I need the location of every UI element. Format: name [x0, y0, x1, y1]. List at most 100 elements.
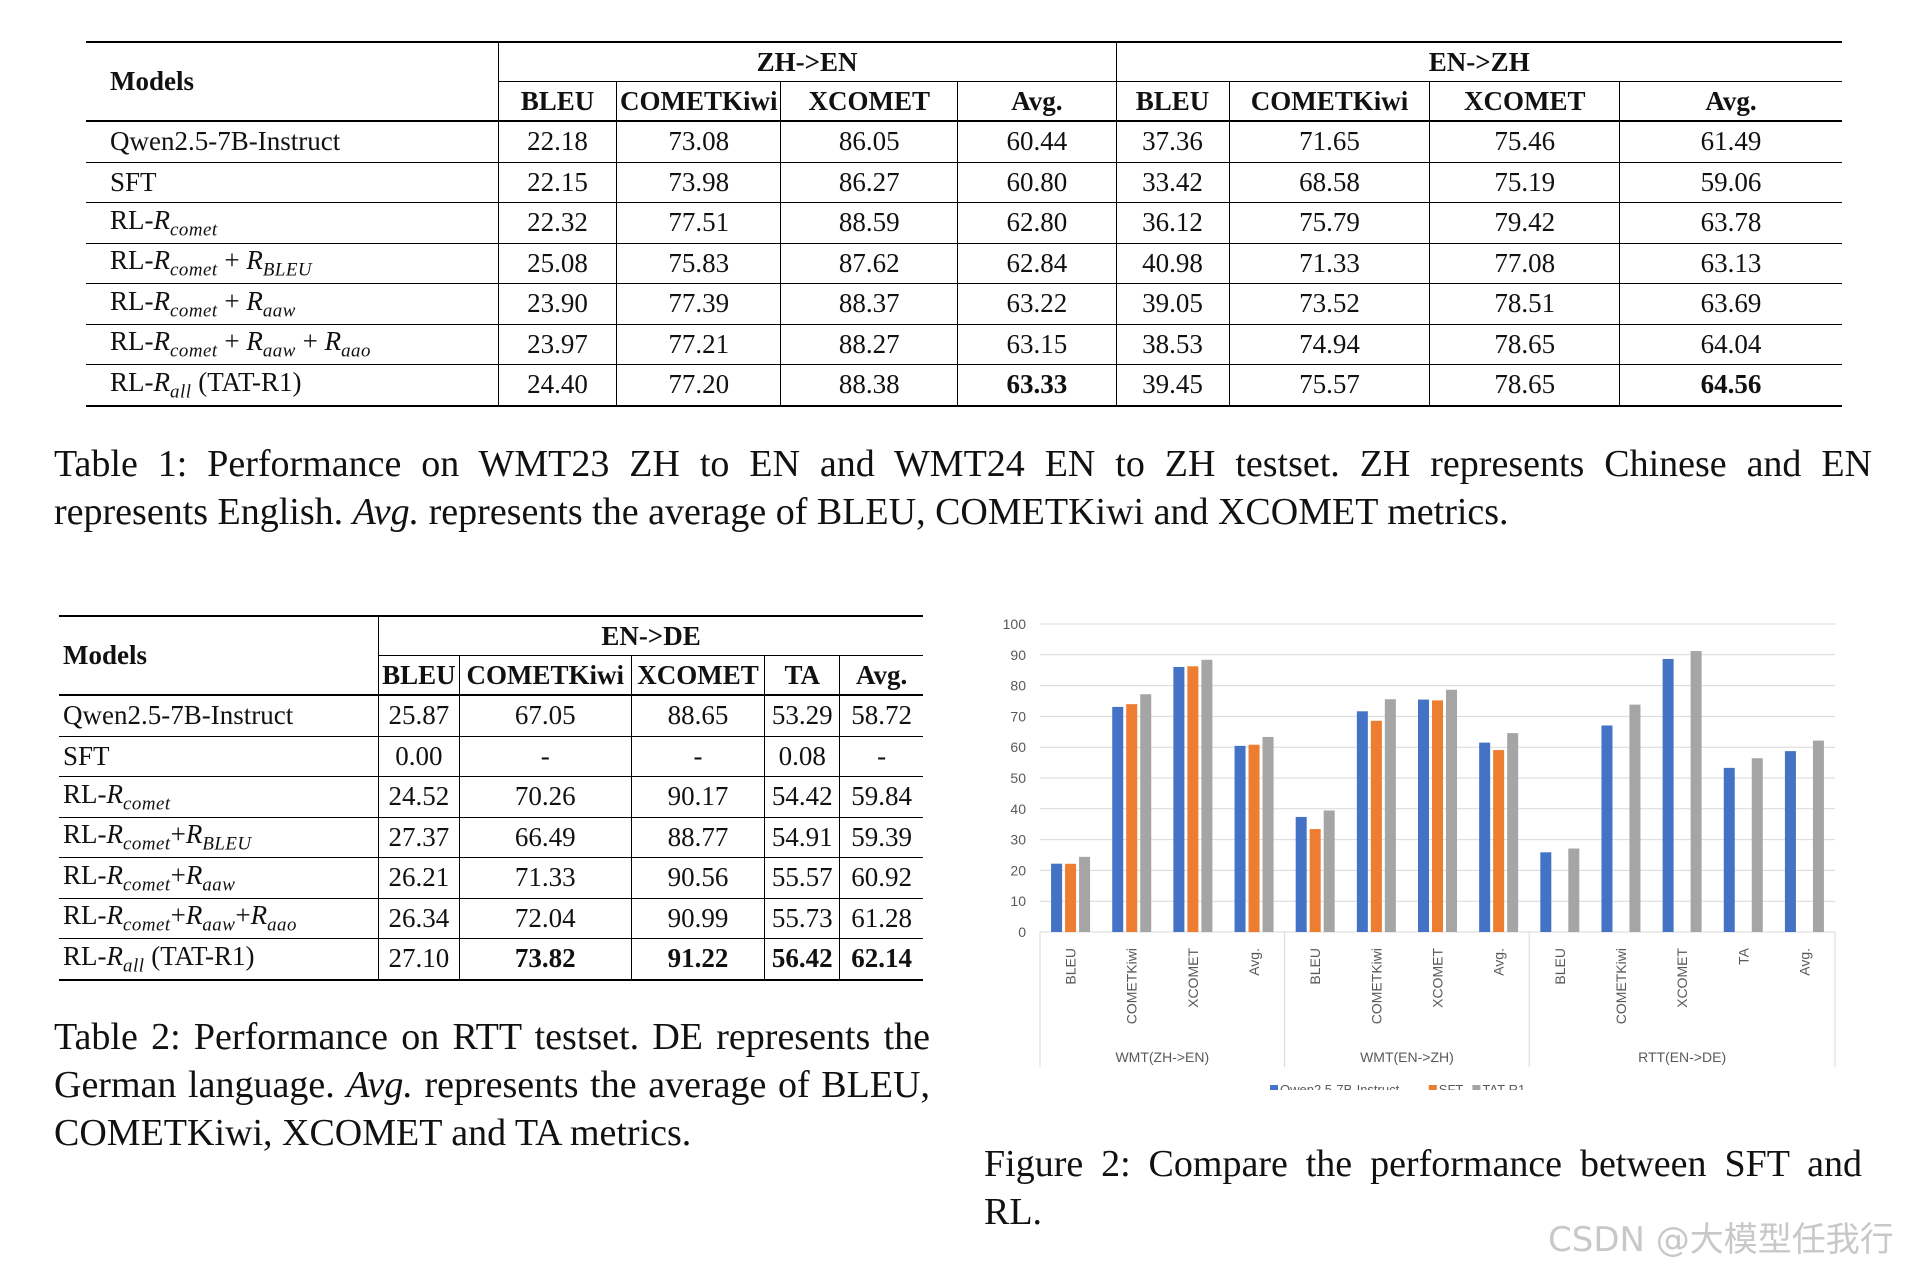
bar-tat-r1-5 — [1384, 699, 1396, 932]
model-name: RL-Rcomet — [86, 202, 499, 243]
metric-header: TA — [764, 655, 840, 695]
legend-label: TAT-R1 — [1482, 1082, 1525, 1090]
table-cell: 33.42 — [1115, 161, 1230, 203]
caption-text: represents the average of BLEU, COMETKiw… — [54, 1064, 931, 1154]
table-cell: 73.52 — [1228, 283, 1430, 324]
table-cell: 56.42 — [764, 938, 840, 981]
table-cell: 0.08 — [764, 735, 840, 777]
table-cell: 72.04 — [458, 897, 632, 939]
watermark: CSDN @大模型任我行 — [1548, 1220, 1894, 1260]
x-tick-label: TA — [1735, 947, 1751, 965]
bar-chart: 0 10 20 30 40 50 60 70 80 90 100 BLEU COMETKiwi XCOME… — [1003, 616, 1836, 1097]
table-cell: 24.40 — [497, 364, 617, 407]
caption-emphasis: Avg. — [346, 1064, 413, 1106]
bar-tat-r1-9 — [1629, 704, 1641, 932]
bar-qwen2-5-7b-instruct-0 — [1051, 863, 1063, 932]
x-tick-label: COMETKiwi — [1124, 948, 1140, 1024]
table-cell: 0.00 — [378, 735, 460, 777]
metric-header: Avg. — [957, 81, 1116, 121]
model-name: RL-Rcomet+Raaw+Raao — [59, 897, 379, 939]
table-cell: 22.15 — [497, 161, 617, 203]
metric-header: COMETKiwi — [616, 81, 781, 121]
x-tick-label: BLEU — [1552, 948, 1568, 985]
table-cell: 74.94 — [1228, 323, 1430, 365]
bar-qwen2-5-7b-instruct-2 — [1173, 666, 1185, 932]
table-cell: 59.06 — [1619, 161, 1842, 203]
model-name: Qwen2.5-7B-Instruct — [59, 694, 379, 736]
group-label: WMT(EN->ZH) — [1360, 1049, 1454, 1065]
bar-tat-r1-1 — [1140, 694, 1152, 932]
legend-label: SFT — [1439, 1082, 1464, 1090]
table-cell: 60.92 — [839, 857, 923, 898]
table-cell: 63.15 — [957, 323, 1116, 365]
table-cell: 77.39 — [616, 283, 781, 324]
table-1-caption-line1: Table 1: Performance on WMT23 ZH to EN a… — [54, 443, 1872, 485]
table-cell: 75.83 — [616, 242, 781, 284]
x-tick-label: BLEU — [1307, 948, 1323, 985]
table-row: RL-Rall (TAT-R1) 27.10 73.82 91.22 56.42 62.1… — [59, 938, 923, 981]
table-row: RL-Rcomet+Raaw 26.21 71.33 90.56 55.57 60.92 — [59, 857, 923, 898]
bar-tat-r1-0 — [1079, 856, 1091, 932]
table-cell: 54.42 — [764, 776, 840, 817]
header-row: Models EN->DE — [59, 615, 923, 695]
table-cell: 71.65 — [1228, 120, 1430, 162]
x-tick-label: BLEU — [1063, 948, 1079, 985]
bar-qwen2-5-7b-instruct-7 — [1479, 742, 1491, 932]
table-cell: 63.13 — [1619, 242, 1842, 284]
y-tick-label: 20 — [1010, 862, 1026, 878]
metric-header: XCOMET — [1429, 81, 1620, 121]
table-cell: 27.10 — [378, 938, 460, 981]
table-cell: 23.90 — [497, 283, 617, 324]
table-1: Models ZH->EN EN->ZH BLEU COMETKiwi XCOMET Avg… — [86, 41, 1842, 407]
table-cell: 77.21 — [616, 323, 781, 365]
table-2-caption: Table 2: Performance on RTT testset. DE … — [54, 1013, 930, 1157]
table-row: RL-Rcomet+Raaw+Raao 26.34 72.04 90.99 55.73 6… — [59, 897, 923, 939]
bar-qwen2-5-7b-instruct-4 — [1295, 816, 1307, 932]
legend-swatch — [1472, 1085, 1481, 1093]
bar-tat-r1-8 — [1568, 848, 1580, 932]
table-cell: 37.36 — [1115, 120, 1230, 162]
table-cell: 22.18 — [497, 120, 617, 162]
table-cell: 25.08 — [497, 242, 617, 284]
table-cell: - — [839, 735, 923, 777]
table-cell: - — [630, 735, 765, 777]
bar-tat-r1-4 — [1323, 810, 1335, 932]
bar-qwen2-5-7b-instruct-5 — [1356, 711, 1368, 932]
table-cell: 71.33 — [458, 857, 632, 898]
bar-sft-1 — [1126, 704, 1138, 932]
table-cell: 68.58 — [1228, 161, 1430, 203]
table-cell: 25.87 — [378, 694, 460, 736]
legend-label: Qwen2.5-7B-Instruct — [1280, 1082, 1400, 1090]
table-cell: 88.65 — [630, 694, 765, 736]
metric-header: XCOMET — [630, 655, 765, 695]
y-tick-label: 60 — [1010, 739, 1026, 755]
x-tick-label: XCOMET — [1185, 948, 1201, 1008]
table-cell: 77.20 — [616, 364, 781, 407]
model-name: RL-Rcomet + Raaw + Raao — [86, 323, 499, 365]
table-cell: 62.84 — [957, 242, 1116, 284]
table-cell: 90.99 — [630, 897, 765, 939]
table-cell: 75.46 — [1429, 120, 1620, 162]
table-cell: 71.33 — [1228, 242, 1430, 284]
bar-tat-r1-11 — [1751, 758, 1763, 932]
table-row: RL-Rcomet + Raaw + Raao 23.97 77.21 88.27 63… — [86, 323, 1842, 365]
metric-header: BLEU — [1115, 81, 1230, 121]
table-cell: 73.82 — [458, 938, 632, 981]
table-cell: 87.62 — [780, 242, 958, 284]
table-cell: 39.05 — [1115, 283, 1230, 324]
figure-2-caption: Figure 2: Compare the performance betwee… — [984, 1143, 1862, 1233]
table-cell: 88.59 — [780, 202, 958, 243]
metric-header: XCOMET — [780, 81, 958, 121]
table-cell: 61.28 — [839, 897, 923, 939]
table-row: RL-Rcomet 24.52 70.26 90.17 54.42 59.84 — [59, 776, 923, 817]
table-cell: 59.84 — [839, 776, 923, 817]
group-header-zh-en: ZH->EN — [497, 41, 1116, 82]
table-cell: 55.57 — [764, 857, 840, 898]
table-cell: 75.79 — [1228, 202, 1430, 243]
table-cell: 64.04 — [1619, 323, 1842, 365]
caption-text: represents English. — [54, 491, 353, 533]
table-cell: 88.77 — [630, 816, 765, 858]
table-row: RL-Rcomet + RBLEU 25.08 75.83 87.62 62.84 40.… — [86, 242, 1842, 284]
bar-sft-3 — [1248, 744, 1260, 932]
bar-tat-r1-10 — [1690, 651, 1702, 932]
